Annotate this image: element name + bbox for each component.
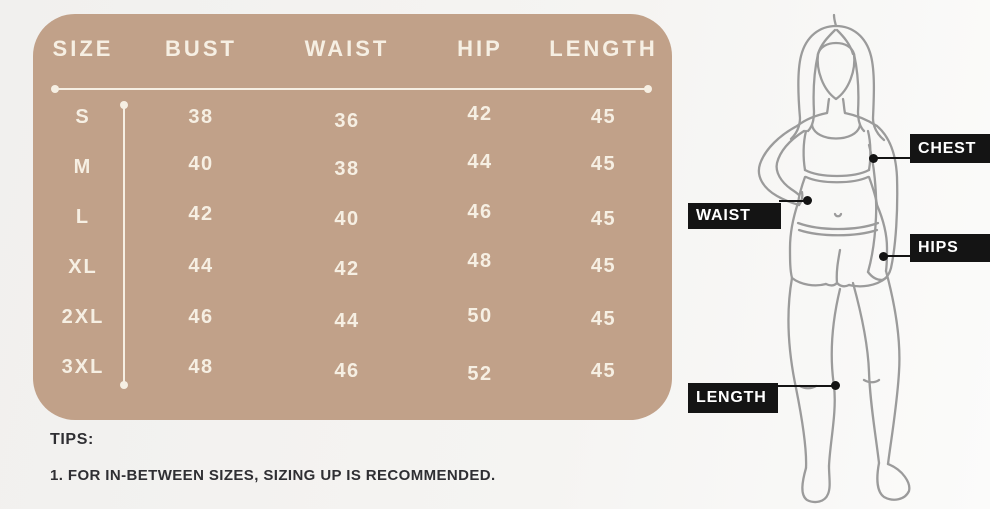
measurement-value: 52 xyxy=(467,362,493,385)
measurement-value: 45 xyxy=(590,105,617,128)
hips-connector-line xyxy=(883,255,912,257)
chest-point-dot xyxy=(869,154,878,163)
table-row: XL 44 42 48 45 xyxy=(33,242,672,292)
table-row: 3XL 48 46 52 45 xyxy=(33,342,672,392)
size-label: L xyxy=(75,205,91,228)
tips-heading: TIPS: xyxy=(50,431,94,448)
measurement-value: 45 xyxy=(590,207,617,230)
hips-label: HIPS xyxy=(910,234,990,262)
measurement-value: 46 xyxy=(467,200,493,223)
figure-outline xyxy=(757,13,911,504)
measurement-value: 44 xyxy=(188,254,214,277)
waist-connector-line xyxy=(779,200,808,202)
measurement-value: 45 xyxy=(590,152,617,175)
chest-label: CHEST xyxy=(910,134,990,163)
tips-item: 1. FOR IN-BETWEEN SIZES, SIZING UP IS RE… xyxy=(50,467,496,484)
measurement-value: 46 xyxy=(334,359,360,382)
size-chart-panel: SIZE BUST WAIST HIP LENGTH S 38 36 42 45 M 40 38 44 4… xyxy=(33,14,672,420)
table-row: S 38 36 42 45 xyxy=(33,92,672,142)
size-column-axis-line xyxy=(120,101,128,389)
column-header-bust: BUST xyxy=(165,36,237,61)
measurement-value: 48 xyxy=(188,355,214,378)
measurement-value: 46 xyxy=(188,305,214,328)
measurement-value: 45 xyxy=(590,307,617,330)
measurement-value: 50 xyxy=(467,304,493,327)
measurement-value: 38 xyxy=(334,157,360,180)
measurement-value: 45 xyxy=(590,359,617,382)
header-divider-line xyxy=(51,85,652,93)
size-label: M xyxy=(73,155,93,178)
measurement-value: 44 xyxy=(467,150,493,173)
table-header-row: SIZE BUST WAIST HIP LENGTH xyxy=(33,38,672,60)
size-label: 2XL xyxy=(61,305,105,328)
measurement-value: 40 xyxy=(334,207,360,230)
measurement-value: 42 xyxy=(467,102,493,125)
waist-label: WAIST xyxy=(688,203,781,229)
measurement-value: 38 xyxy=(188,105,214,128)
measurement-value: 48 xyxy=(467,249,493,272)
column-header-size: SIZE xyxy=(52,36,114,61)
hips-point-dot xyxy=(879,252,888,261)
measurement-value: 40 xyxy=(188,152,214,175)
table-row: L 42 40 46 45 xyxy=(33,192,672,242)
length-connector-line xyxy=(776,385,835,387)
measurement-value: 42 xyxy=(188,202,214,225)
column-header-hip: HIP xyxy=(457,36,503,61)
length-point-dot xyxy=(831,381,840,390)
measurement-value: 42 xyxy=(334,257,360,280)
measurement-value: 36 xyxy=(334,109,360,132)
measurement-value: 45 xyxy=(590,254,617,277)
table-row: 2XL 46 44 50 45 xyxy=(33,292,672,342)
table-body: S 38 36 42 45 M 40 38 44 45 L 42 40 46 45 XL 44 42 48 45 2XL… xyxy=(33,92,672,392)
measurement-value: 44 xyxy=(334,309,360,332)
length-label: LENGTH xyxy=(688,383,778,413)
chest-connector-line xyxy=(873,157,912,159)
table-row: M 40 38 44 45 xyxy=(33,142,672,192)
size-label: 3XL xyxy=(61,355,105,378)
column-header-length: LENGTH xyxy=(549,36,658,61)
size-label: S xyxy=(75,105,91,128)
size-label: XL xyxy=(68,255,98,278)
waist-point-dot xyxy=(803,196,812,205)
column-header-waist: WAIST xyxy=(304,36,390,61)
